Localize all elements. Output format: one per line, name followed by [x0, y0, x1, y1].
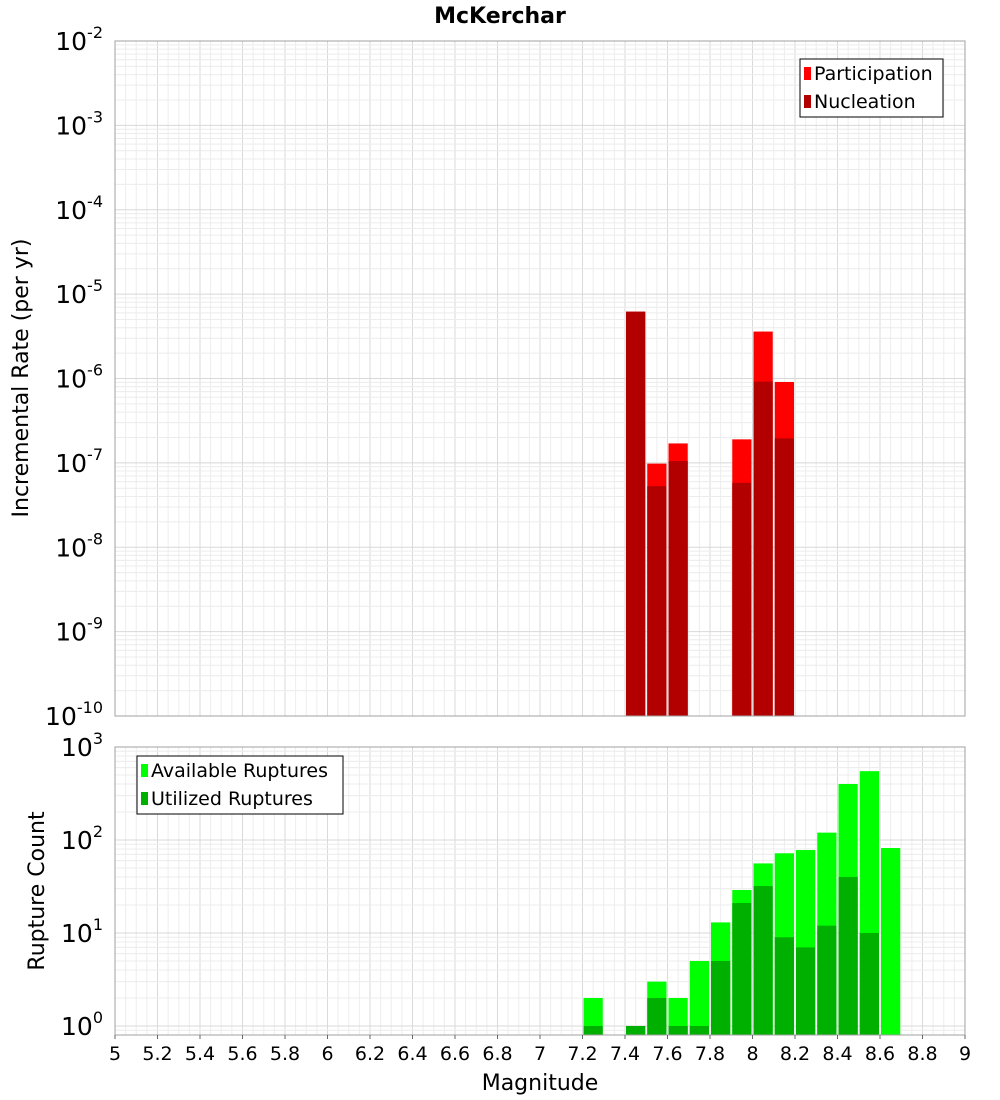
top-bar-nucleation: [774, 438, 794, 716]
top-y-tick-label: 10-3: [55, 107, 103, 140]
bottom-legend-label: Available Ruptures: [151, 760, 328, 782]
top-y-tick-label: 10-4: [55, 192, 103, 225]
bottom-bar-utilized-ruptures: [626, 1025, 646, 1035]
top-y-tick-label: 10-7: [55, 445, 103, 478]
top-y-tick-label: 10-9: [55, 614, 103, 647]
x-tick-label: 8.2: [780, 1043, 810, 1065]
top-y-tick-label: 10-10: [45, 698, 103, 731]
bottom-bar-utilized-ruptures: [583, 1025, 603, 1035]
top-y-tick-label: 10-8: [55, 529, 103, 562]
bottom-legend-label: Utilized Ruptures: [151, 788, 313, 810]
bottom-bar-utilized-ruptures: [732, 903, 752, 1035]
x-tick-label: 5.8: [270, 1043, 300, 1065]
bottom-bar-utilized-ruptures: [774, 937, 794, 1035]
x-tick-label: 7.8: [695, 1043, 725, 1065]
top-y-axis-label: Incremental Rate (per yr): [9, 239, 34, 518]
top-y-tick-label: 10-6: [55, 361, 103, 394]
bottom-bar-utilized-ruptures: [753, 886, 773, 1035]
top-bar-nucleation: [647, 486, 667, 716]
x-axis-label: Magnitude: [482, 1071, 599, 1096]
bottom-bar-utilized-ruptures: [689, 1025, 709, 1035]
bottom-bar-utilized-ruptures: [711, 960, 731, 1035]
x-tick-label: 5.2: [142, 1043, 172, 1065]
x-tick-label: 6: [321, 1043, 333, 1065]
x-tick-label: 5.6: [227, 1043, 257, 1065]
x-tick-label: 7: [534, 1043, 546, 1065]
bottom-y-tick-label: 101: [61, 915, 103, 948]
x-tick-label: 8: [746, 1043, 758, 1065]
top-y-tick-label: 10-5: [55, 276, 103, 309]
top-y-tick-label: 10-2: [55, 23, 103, 56]
bottom-bar-utilized-ruptures: [796, 947, 816, 1035]
x-tick-label: 5: [109, 1043, 121, 1065]
top-bar-nucleation: [753, 381, 773, 716]
bottom-legend-swatch: [141, 764, 148, 777]
x-tick-label: 8.4: [822, 1043, 852, 1065]
x-tick-label: 8.6: [865, 1043, 895, 1065]
x-tick-label: 6.2: [355, 1043, 385, 1065]
top-legend-swatch: [804, 95, 811, 108]
bottom-bar-available-ruptures: [881, 848, 901, 1035]
bottom-bar-available-ruptures: [689, 960, 709, 1035]
x-tick-label: 6.6: [440, 1043, 470, 1065]
top-legend-swatch: [804, 67, 811, 80]
top-plot-area: 10-10 10-9 10-8 10-7 10-6 10-5 10-4 10-3 10-2 Par…: [45, 23, 966, 731]
top-legend-label: Participation: [814, 63, 933, 85]
x-tick-label: 7.2: [567, 1043, 597, 1065]
bottom-bar-utilized-ruptures: [647, 997, 667, 1035]
bottom-plot-area: 100 101 102 103 Available Ruptures Utilized R…: [61, 729, 971, 1065]
top-bar-nucleation: [668, 461, 688, 716]
bottom-legend: Available Ruptures Utilized Ruptures: [136, 755, 344, 815]
bottom-y-axis-label: Rupture Count: [25, 811, 50, 971]
bottom-bar-available-ruptures: [583, 997, 603, 1035]
top-legend-box: [799, 58, 944, 118]
bottom-bar-available-ruptures: [668, 997, 688, 1035]
bottom-legend-box: [136, 755, 344, 815]
x-tick-label: 9: [959, 1043, 971, 1065]
top-bar-nucleation: [732, 482, 752, 716]
bottom-y-tick-label: 100: [61, 1008, 103, 1041]
top-plot-frame: [114, 40, 966, 717]
bottom-y-tick-label: 103: [61, 729, 103, 762]
bottom-legend-swatch: [141, 792, 148, 805]
x-tick-label: 5.4: [185, 1043, 215, 1065]
bottom-bar-utilized-ruptures: [838, 877, 858, 1035]
bottom-bar-utilized-ruptures: [817, 925, 837, 1035]
x-tick-label: 6.4: [397, 1043, 427, 1065]
bottom-bar-utilized-ruptures: [668, 1025, 688, 1035]
x-tick-label: 6.8: [482, 1043, 512, 1065]
x-tick-label: 8.8: [907, 1043, 937, 1065]
x-tick-label: 7.4: [610, 1043, 640, 1065]
x-tick-label: 7.6: [652, 1043, 682, 1065]
bottom-y-tick-label: 102: [61, 822, 103, 855]
top-legend: Participation Nucleation: [799, 58, 944, 118]
chart-title: McKerchar: [434, 4, 566, 29]
top-legend-label: Nucleation: [814, 91, 916, 113]
top-bar-nucleation: [626, 311, 646, 716]
bottom-bar-utilized-ruptures: [859, 932, 879, 1035]
